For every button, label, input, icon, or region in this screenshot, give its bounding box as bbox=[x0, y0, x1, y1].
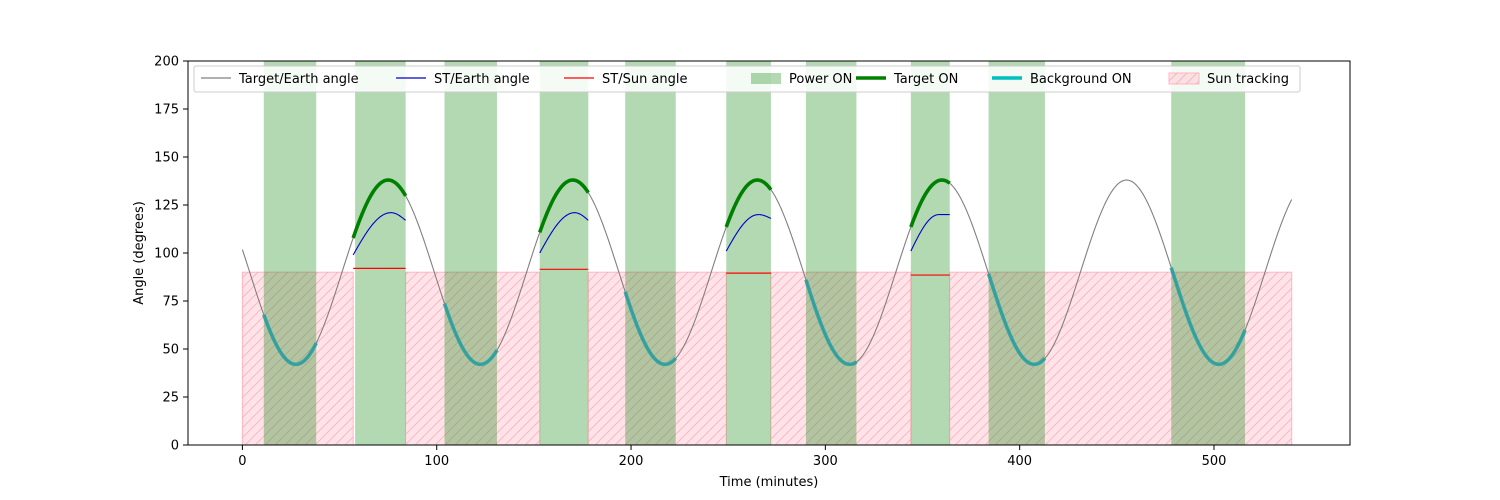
power-on-band bbox=[355, 61, 406, 445]
background-on-segment bbox=[442, 302, 499, 367]
legend-item: ST/Sun angle bbox=[564, 72, 688, 87]
sun-tracking-region bbox=[587, 271, 727, 445]
y-tick-label: 200 bbox=[154, 55, 179, 70]
x-axis-label: Time (minutes) bbox=[719, 475, 819, 490]
background-on-segment bbox=[623, 291, 678, 367]
background-on-segment bbox=[804, 279, 858, 367]
legend-label: Target ON bbox=[893, 72, 958, 87]
y-tick-label: 150 bbox=[154, 151, 179, 166]
st-earth-angle-line bbox=[352, 212, 406, 256]
power-on-band bbox=[910, 61, 950, 445]
legend-item: Target/Earth angle bbox=[201, 72, 359, 87]
power-on-band bbox=[726, 61, 771, 445]
x-tick-label: 500 bbox=[1202, 454, 1227, 469]
target-on-segment bbox=[351, 178, 408, 239]
legend-label: Sun tracking bbox=[1207, 72, 1289, 87]
legend-item: Background ON bbox=[992, 72, 1132, 87]
legend-box bbox=[193, 65, 1301, 93]
legend-label: Power ON bbox=[789, 72, 852, 87]
st-earth-angle-line bbox=[725, 214, 772, 252]
target-on-segment bbox=[724, 178, 773, 228]
y-tick-label: 25 bbox=[162, 391, 179, 406]
y-tick-label: 75 bbox=[162, 295, 179, 310]
x-tick-label: 0 bbox=[238, 454, 246, 469]
legend-swatch bbox=[751, 73, 781, 84]
legend-label: Target/Earth angle bbox=[238, 72, 359, 87]
sun-tracking-region bbox=[241, 271, 354, 445]
legend-label: ST/Earth angle bbox=[434, 72, 530, 87]
y-tick-label: 100 bbox=[154, 247, 179, 262]
legend-label: ST/Sun angle bbox=[602, 72, 688, 87]
legend-item: Target ON bbox=[856, 72, 958, 87]
background-on-segment bbox=[1169, 267, 1247, 367]
power-on-band bbox=[805, 61, 857, 445]
y-tick-label: 0 bbox=[171, 439, 179, 454]
legend-label: Background ON bbox=[1030, 72, 1132, 87]
power-on-band bbox=[263, 61, 317, 445]
y-tick-label: 175 bbox=[154, 103, 179, 118]
x-tick-label: 300 bbox=[813, 454, 838, 469]
legend: Target/Earth angle ST/Earth angle ST/Sun a… bbox=[193, 65, 1301, 93]
target-on-segment bbox=[538, 178, 590, 234]
background-on-segment bbox=[262, 314, 318, 367]
x-tick-label: 400 bbox=[1007, 454, 1032, 469]
power-on-band bbox=[444, 61, 497, 445]
st-earth-angle-line bbox=[910, 214, 950, 252]
legend-swatch-hatch bbox=[1169, 73, 1199, 84]
sun-tracking-region bbox=[949, 271, 1293, 445]
power-on-band bbox=[539, 61, 589, 445]
power-on-band bbox=[988, 61, 1045, 445]
x-tick-label: 200 bbox=[619, 454, 644, 469]
st-earth-angle-line bbox=[539, 212, 589, 254]
background-on-segment bbox=[986, 273, 1047, 367]
y-tick-label: 125 bbox=[154, 199, 179, 214]
target-on-segment bbox=[909, 178, 951, 228]
y-axis-label: Angle (degrees) bbox=[132, 201, 147, 305]
power-on-band bbox=[625, 61, 676, 445]
legend-item: Power ON bbox=[751, 72, 852, 87]
power-on-band bbox=[1171, 61, 1246, 445]
x-tick-label: 100 bbox=[424, 454, 449, 469]
legend-item: Sun tracking bbox=[1168, 72, 1289, 87]
y-tick-label: 50 bbox=[162, 343, 179, 358]
legend-item: ST/Earth angle bbox=[396, 72, 530, 87]
